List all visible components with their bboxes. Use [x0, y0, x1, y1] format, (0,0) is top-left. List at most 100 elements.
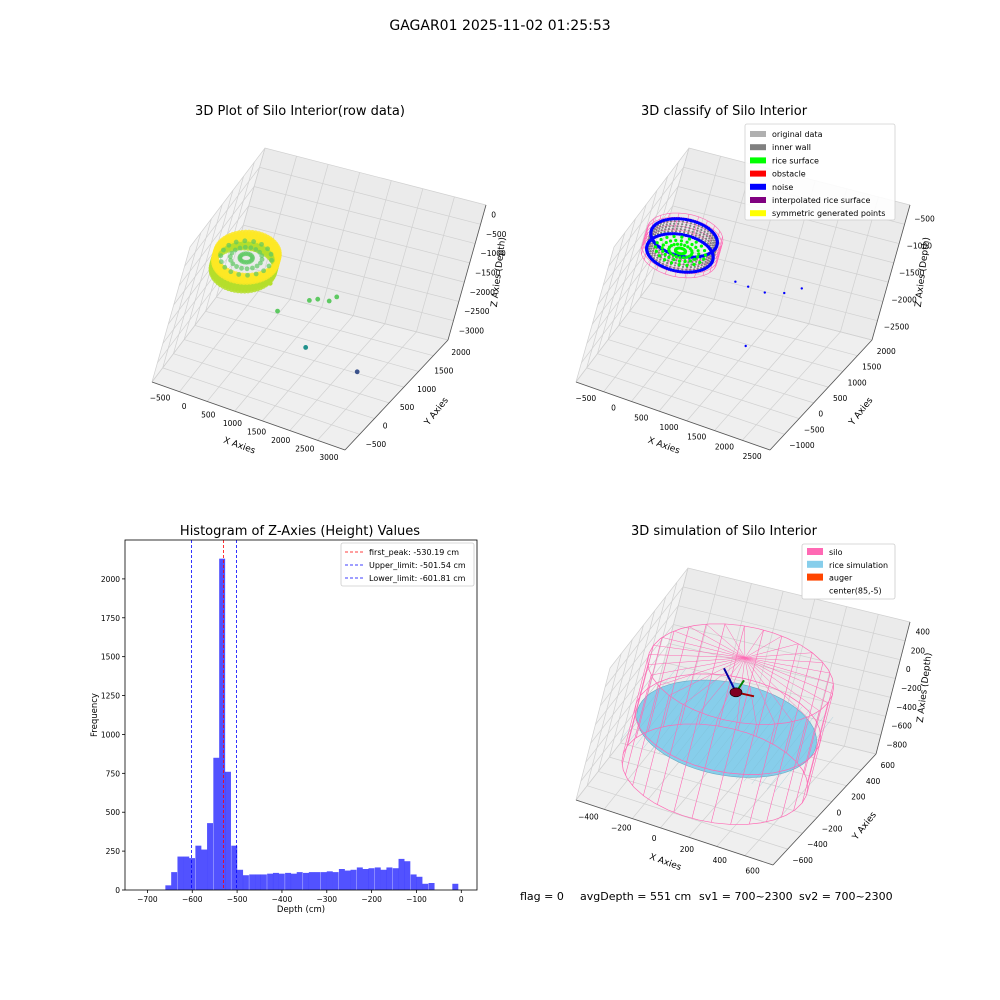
p4-y-tick-label: 400 [866, 777, 881, 786]
p2-rice-surface-point [669, 251, 673, 255]
p3-hist-bar [416, 876, 423, 890]
p2-rice-surface-point [694, 240, 698, 244]
p2-inner-wall-point [673, 266, 676, 270]
p4-roof-line [669, 657, 746, 696]
p4-y-tick-label: −400 [807, 840, 828, 849]
p4-y-tick-label: −600 [792, 856, 813, 865]
p2-legend-swatch [750, 144, 766, 151]
p3-legend-box [340, 542, 475, 587]
p1-z-tick-label: −2000 [470, 288, 496, 297]
p2-inner-wall-point [685, 223, 688, 226]
p3-legend-label: Lower_limit: -601.81 cm [369, 574, 466, 583]
p2-noise-ring-point [682, 217, 686, 221]
p1-grid-line [416, 196, 455, 332]
p1-y-tick-label: 1000 [417, 385, 436, 394]
p2-inner-wall-point [702, 233, 706, 236]
p2-inner-wall-point [657, 230, 660, 233]
p4-rice-mesh-line [643, 673, 702, 749]
p2-legend-swatch [750, 197, 766, 203]
p2-inner-wall-point [699, 231, 702, 234]
p2-rice-surface-point [695, 255, 700, 259]
p2-inner-wall-point [675, 259, 678, 262]
p4-legend-box [801, 543, 896, 600]
p4-silo-line [806, 693, 834, 794]
p2-z-tick-label: −500 [914, 215, 935, 224]
p3-hist-bar [255, 874, 262, 890]
p3-hist-bar [296, 872, 303, 890]
p2-inner-wall-point [712, 241, 715, 245]
p4-rice-mesh-line [697, 691, 756, 767]
p1-grid-line [384, 188, 424, 324]
p2-rice-surface-point [694, 245, 698, 250]
p2-inner-wall-point [687, 229, 690, 232]
p1-x-tick-label: −500 [150, 393, 171, 402]
p1-grid-line [216, 296, 434, 357]
p4-rice-mesh-line [658, 678, 718, 754]
p2-rice-surface-point [677, 259, 682, 263]
p2-wireframe-line [643, 222, 650, 244]
p2-grid-line [629, 310, 843, 372]
p1-x-axis-line [151, 381, 346, 451]
p3-hist-bar [290, 873, 297, 890]
p2-inner-wall-point [706, 232, 709, 235]
p4-grid-line [642, 582, 678, 715]
p4-y-tick-label: −200 [822, 824, 843, 833]
p4-z-axis-line [875, 621, 911, 755]
p4-legend-label: center(85,-5) [829, 586, 882, 595]
p2-inner-wall-point [701, 261, 704, 265]
p2-inner-wall-point [707, 230, 710, 233]
p2-inner-wall-point [660, 253, 663, 256]
p3-hist-bar [285, 872, 292, 890]
p3-x-tick-label: −500 [227, 895, 248, 904]
figure-title: GAGAR01 2025-11-02 01:25:53 [389, 18, 611, 34]
sv2-text: sv2 = 700~2300 [799, 890, 893, 903]
p3-hist-bar [320, 872, 327, 890]
p4-auger [729, 687, 743, 698]
p2-y-tick-label: 500 [833, 394, 848, 403]
p4-roof-line [717, 657, 746, 719]
p2-rice-surface-point [672, 243, 676, 247]
p1-outlier-point [315, 296, 321, 302]
p3-x-tick-label: −700 [137, 895, 158, 904]
p1-grid-line [205, 310, 419, 372]
p2-legend-label: obstacle [772, 170, 806, 179]
p1-ring-point [271, 263, 277, 269]
p4-roof-line [744, 657, 776, 725]
p2-inner-wall-point [681, 220, 685, 223]
p2-wireframe-line [694, 256, 701, 278]
p4-silo-line [656, 704, 684, 805]
p4-roof-line [744, 657, 833, 694]
p2-rice-surface-point [693, 257, 697, 261]
p2-inner-wall-point [693, 223, 696, 226]
p3-y-tick-label: 1500 [101, 653, 120, 662]
p2-inner-wall-point [696, 227, 699, 230]
p4-grid-line [597, 639, 633, 772]
p2-rice-surface-point [679, 242, 683, 247]
p2-inner-wall-point [694, 234, 697, 237]
p2-inner-wall-point [648, 245, 652, 248]
p2-rice-surface-point [687, 237, 692, 241]
p2-wireframe-line [716, 236, 723, 258]
p2-rice-surface-point [688, 259, 692, 263]
p4-grid-line [843, 614, 879, 747]
p1-grid-line [234, 307, 322, 412]
p2-legend-swatch [750, 131, 766, 137]
p2-wireframe-line [692, 216, 699, 238]
p2-rice-surface-point [663, 258, 667, 262]
p2-inner-wall-point [662, 221, 666, 224]
p2-inner-wall-point [707, 259, 710, 262]
panel3-title: Histogram of Z-Axies (Height) Values [179, 524, 421, 539]
p3-hist-bar [303, 872, 309, 890]
p2-inner-wall-point [665, 223, 668, 226]
p3-hist-bar [422, 883, 429, 890]
p4-roof-line [682, 657, 746, 705]
flag-text: flag = 0 [520, 890, 564, 903]
p2-inner-wall-point [701, 238, 704, 241]
p2-inner-wall-point [689, 266, 693, 269]
p1-surface-point [266, 263, 272, 269]
p2-inner-wall-point [707, 256, 710, 260]
p2-rice-surface-point [699, 244, 704, 248]
p3-hist-bar [314, 872, 321, 890]
p1-surface-point [226, 242, 232, 248]
p4-rice-mesh-line [728, 701, 787, 777]
